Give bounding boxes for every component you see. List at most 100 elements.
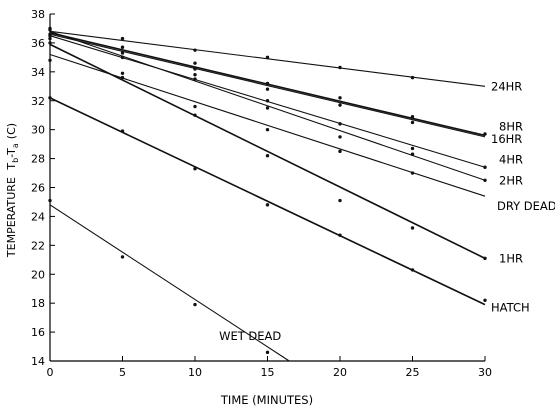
- y-tick-label: 16: [31, 326, 45, 339]
- series-label-dry-dead: DRY DEAD: [497, 199, 555, 213]
- series-line-1hr: [49, 43, 486, 260]
- y-axis-title-dash: -: [5, 154, 18, 158]
- data-point-dry-dead: [193, 104, 197, 109]
- data-point-wet-dead: [48, 198, 52, 203]
- y-tick-label: 18: [31, 297, 45, 310]
- data-point-wet-dead: [120, 255, 125, 259]
- x-tick-label: 30: [478, 366, 492, 379]
- series-label-wet-dead: WET DEAD: [219, 329, 281, 343]
- data-point-1hr: [265, 153, 270, 158]
- data-point-hatch: [410, 268, 415, 272]
- data-point-8hr: [265, 81, 270, 86]
- x-tick-label: 20: [333, 366, 347, 379]
- series-line-wet-dead: [49, 204, 290, 362]
- x-tick-label: 15: [261, 366, 275, 379]
- data-point-1hr: [120, 75, 125, 80]
- series-label-24hr: 24HR: [491, 79, 522, 93]
- y-axis-title: TEMPERATURE Tb-Ta(C): [5, 123, 20, 258]
- x-tick-label: 5: [119, 366, 126, 379]
- data-point-8hr: [120, 45, 125, 49]
- data-point-hatch: [120, 129, 125, 133]
- axes: 0 5 10 15 20 25 30 14 16 18 20 22 24 26 28 30 32 34 36 38: [31, 8, 492, 379]
- y-axis-title-unit: (C): [5, 123, 18, 139]
- data-point-2hr: [265, 106, 270, 110]
- data-point-2hr: [193, 77, 197, 81]
- data-point-hatch: [483, 298, 487, 302]
- y-tick-label: 14: [31, 355, 45, 368]
- series-label-4hr: 4HR: [499, 152, 523, 166]
- data-point-4hr: [338, 135, 342, 139]
- data-point-dry-dead: [410, 171, 415, 175]
- y-tick-label: 32: [31, 95, 45, 108]
- y-axis-title-sym-t2: T: [5, 148, 18, 156]
- data-point-1hr: [48, 41, 52, 45]
- y-tick-label: 22: [31, 239, 45, 252]
- data-point-4hr: [48, 33, 52, 38]
- data-point-24hr: [120, 36, 125, 41]
- data-point-hatch: [193, 167, 197, 171]
- data-point-2hr: [48, 36, 52, 41]
- y-tick-label: 24: [31, 210, 45, 223]
- data-point-1hr: [193, 113, 197, 117]
- y-axis-title-main: TEMPERATURE: [5, 177, 18, 258]
- data-point-16hr: [338, 103, 342, 107]
- data-point-dry-dead: [120, 71, 125, 75]
- y-tick-label: 34: [31, 66, 45, 79]
- y-axis-title-sub-a: a: [11, 143, 20, 148]
- data-point-1hr: [410, 226, 415, 230]
- data-point-24hr: [338, 65, 342, 70]
- data-point-1hr: [483, 256, 487, 261]
- series-label-8hr: 8HR: [499, 119, 523, 133]
- series-layer: [48, 26, 487, 362]
- x-axis-title: TIME (MINUTES): [220, 393, 313, 407]
- data-point-dry-dead: [338, 149, 342, 154]
- y-tick-label: 38: [31, 8, 45, 21]
- data-point-16hr: [265, 87, 270, 91]
- data-point-16hr: [120, 51, 125, 55]
- data-point-wet-dead: [193, 302, 197, 307]
- data-point-8hr: [483, 132, 487, 136]
- x-tick-label: 10: [188, 366, 202, 379]
- data-point-24hr: [265, 55, 270, 60]
- data-point-2hr: [120, 55, 125, 60]
- y-tick-label: 30: [31, 124, 45, 137]
- y-axis-title-sub-b: b: [11, 158, 20, 163]
- data-point-4hr: [193, 73, 197, 77]
- data-point-dry-dead: [265, 127, 270, 132]
- y-tick-label: 20: [31, 268, 45, 281]
- data-point-hatch: [338, 233, 342, 237]
- data-point-24hr: [410, 75, 415, 80]
- data-point-2hr: [483, 178, 487, 182]
- data-point-hatch: [265, 203, 270, 207]
- data-point-8hr: [338, 96, 342, 100]
- data-point-4hr: [483, 165, 487, 169]
- series-label-2hr: 2HR: [499, 173, 523, 187]
- series-label-1hr: 1HR: [499, 251, 523, 265]
- data-point-wet-dead: [265, 350, 270, 355]
- data-point-hatch: [48, 96, 52, 100]
- series-label-hatch: HATCH: [491, 301, 530, 315]
- data-point-2hr: [338, 122, 342, 126]
- series-line-16hr: [49, 33, 486, 138]
- data-point-16hr: [410, 120, 415, 125]
- x-tick-label: 0: [47, 366, 54, 379]
- data-point-8hr: [410, 114, 415, 119]
- data-point-4hr: [265, 99, 270, 103]
- y-tick-label: 36: [31, 37, 45, 50]
- y-axis-title-sym-t: T: [5, 163, 18, 171]
- y-tick-label: 28: [31, 153, 45, 166]
- data-point-8hr: [193, 61, 197, 65]
- x-tick-label: 25: [406, 366, 420, 379]
- data-point-8hr: [48, 28, 52, 32]
- data-point-1hr: [338, 198, 342, 203]
- data-point-24hr: [193, 48, 197, 52]
- series-line-2hr: [49, 30, 486, 181]
- svg-text:TEMPERATURE Tb-Ta(C): TEMPERATURE Tb-Ta(C): [5, 123, 20, 258]
- data-point-2hr: [410, 146, 415, 151]
- series-label-16hr: 16HR: [491, 132, 522, 146]
- data-point-dry-dead: [48, 58, 52, 62]
- y-tick-label: 26: [31, 182, 45, 195]
- data-point-16hr: [193, 67, 197, 71]
